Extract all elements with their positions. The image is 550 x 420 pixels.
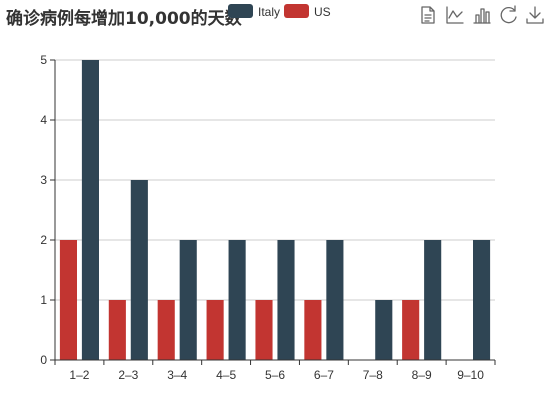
bar-italy-5–6[interactable] <box>277 240 295 360</box>
legend-swatch <box>228 4 253 18</box>
bar-italy-2–3[interactable] <box>130 180 148 360</box>
bar-us-8–9[interactable] <box>402 300 420 360</box>
x-tick-label: 6–7 <box>314 368 334 382</box>
x-tick-label: 8–9 <box>412 368 432 382</box>
toolbox <box>421 5 544 24</box>
x-tick-label: 9–10 <box>457 368 484 382</box>
bar-italy-9–10[interactable] <box>473 240 491 360</box>
axes <box>54 60 495 361</box>
bar-us-2–3[interactable] <box>108 300 126 360</box>
y-tick-label: 0 <box>40 353 47 367</box>
y-tick-label: 3 <box>40 173 47 187</box>
y-tick-label: 1 <box>40 293 47 307</box>
x-tick-label: 4–5 <box>216 368 236 382</box>
bar-us-6–7[interactable] <box>304 300 322 360</box>
y-axis-ticks: 0 1 2 3 4 5 <box>40 53 55 367</box>
bar-us-5–6[interactable] <box>255 300 273 360</box>
bar-italy-3–4[interactable] <box>179 240 197 360</box>
legend-label: US <box>314 5 331 19</box>
x-tick-label: 5–6 <box>265 368 285 382</box>
data-view-icon[interactable] <box>421 6 435 24</box>
x-axis-ticks: 1–2 2–3 3–4 4–5 5–6 6–7 7–8 8–9 9–10 <box>54 360 496 382</box>
bar-us-4–5[interactable] <box>206 300 224 360</box>
y-tick-label: 4 <box>40 113 47 127</box>
x-tick-label: 7–8 <box>363 368 383 382</box>
download-icon[interactable] <box>526 6 544 24</box>
bar-chart-icon[interactable] <box>473 8 491 24</box>
bar-us-1–2[interactable] <box>59 240 77 360</box>
legend[interactable]: Italy US <box>228 4 331 19</box>
x-tick-label: 1–2 <box>69 368 89 382</box>
bar-italy-7–8[interactable] <box>375 300 393 360</box>
bar-italy-4–5[interactable] <box>228 240 246 360</box>
legend-swatch <box>284 4 309 18</box>
grid <box>55 59 495 301</box>
restore-icon[interactable] <box>500 5 517 24</box>
y-tick-label: 5 <box>40 53 47 67</box>
legend-item-italy[interactable]: Italy <box>228 4 280 19</box>
line-chart-icon[interactable] <box>446 6 464 24</box>
chart-title: 确诊病例每增加10,000的天数 <box>6 8 243 29</box>
bars <box>59 60 491 360</box>
legend-item-us[interactable]: US <box>284 4 331 19</box>
x-tick-label: 3–4 <box>167 368 187 382</box>
legend-label: Italy <box>258 5 280 19</box>
bar-italy-8–9[interactable] <box>424 240 442 360</box>
bar-us-3–4[interactable] <box>157 300 175 360</box>
bar-italy-6–7[interactable] <box>326 240 344 360</box>
y-tick-label: 2 <box>40 233 47 247</box>
bar-italy-1–2[interactable] <box>81 60 99 360</box>
x-tick-label: 2–3 <box>118 368 138 382</box>
